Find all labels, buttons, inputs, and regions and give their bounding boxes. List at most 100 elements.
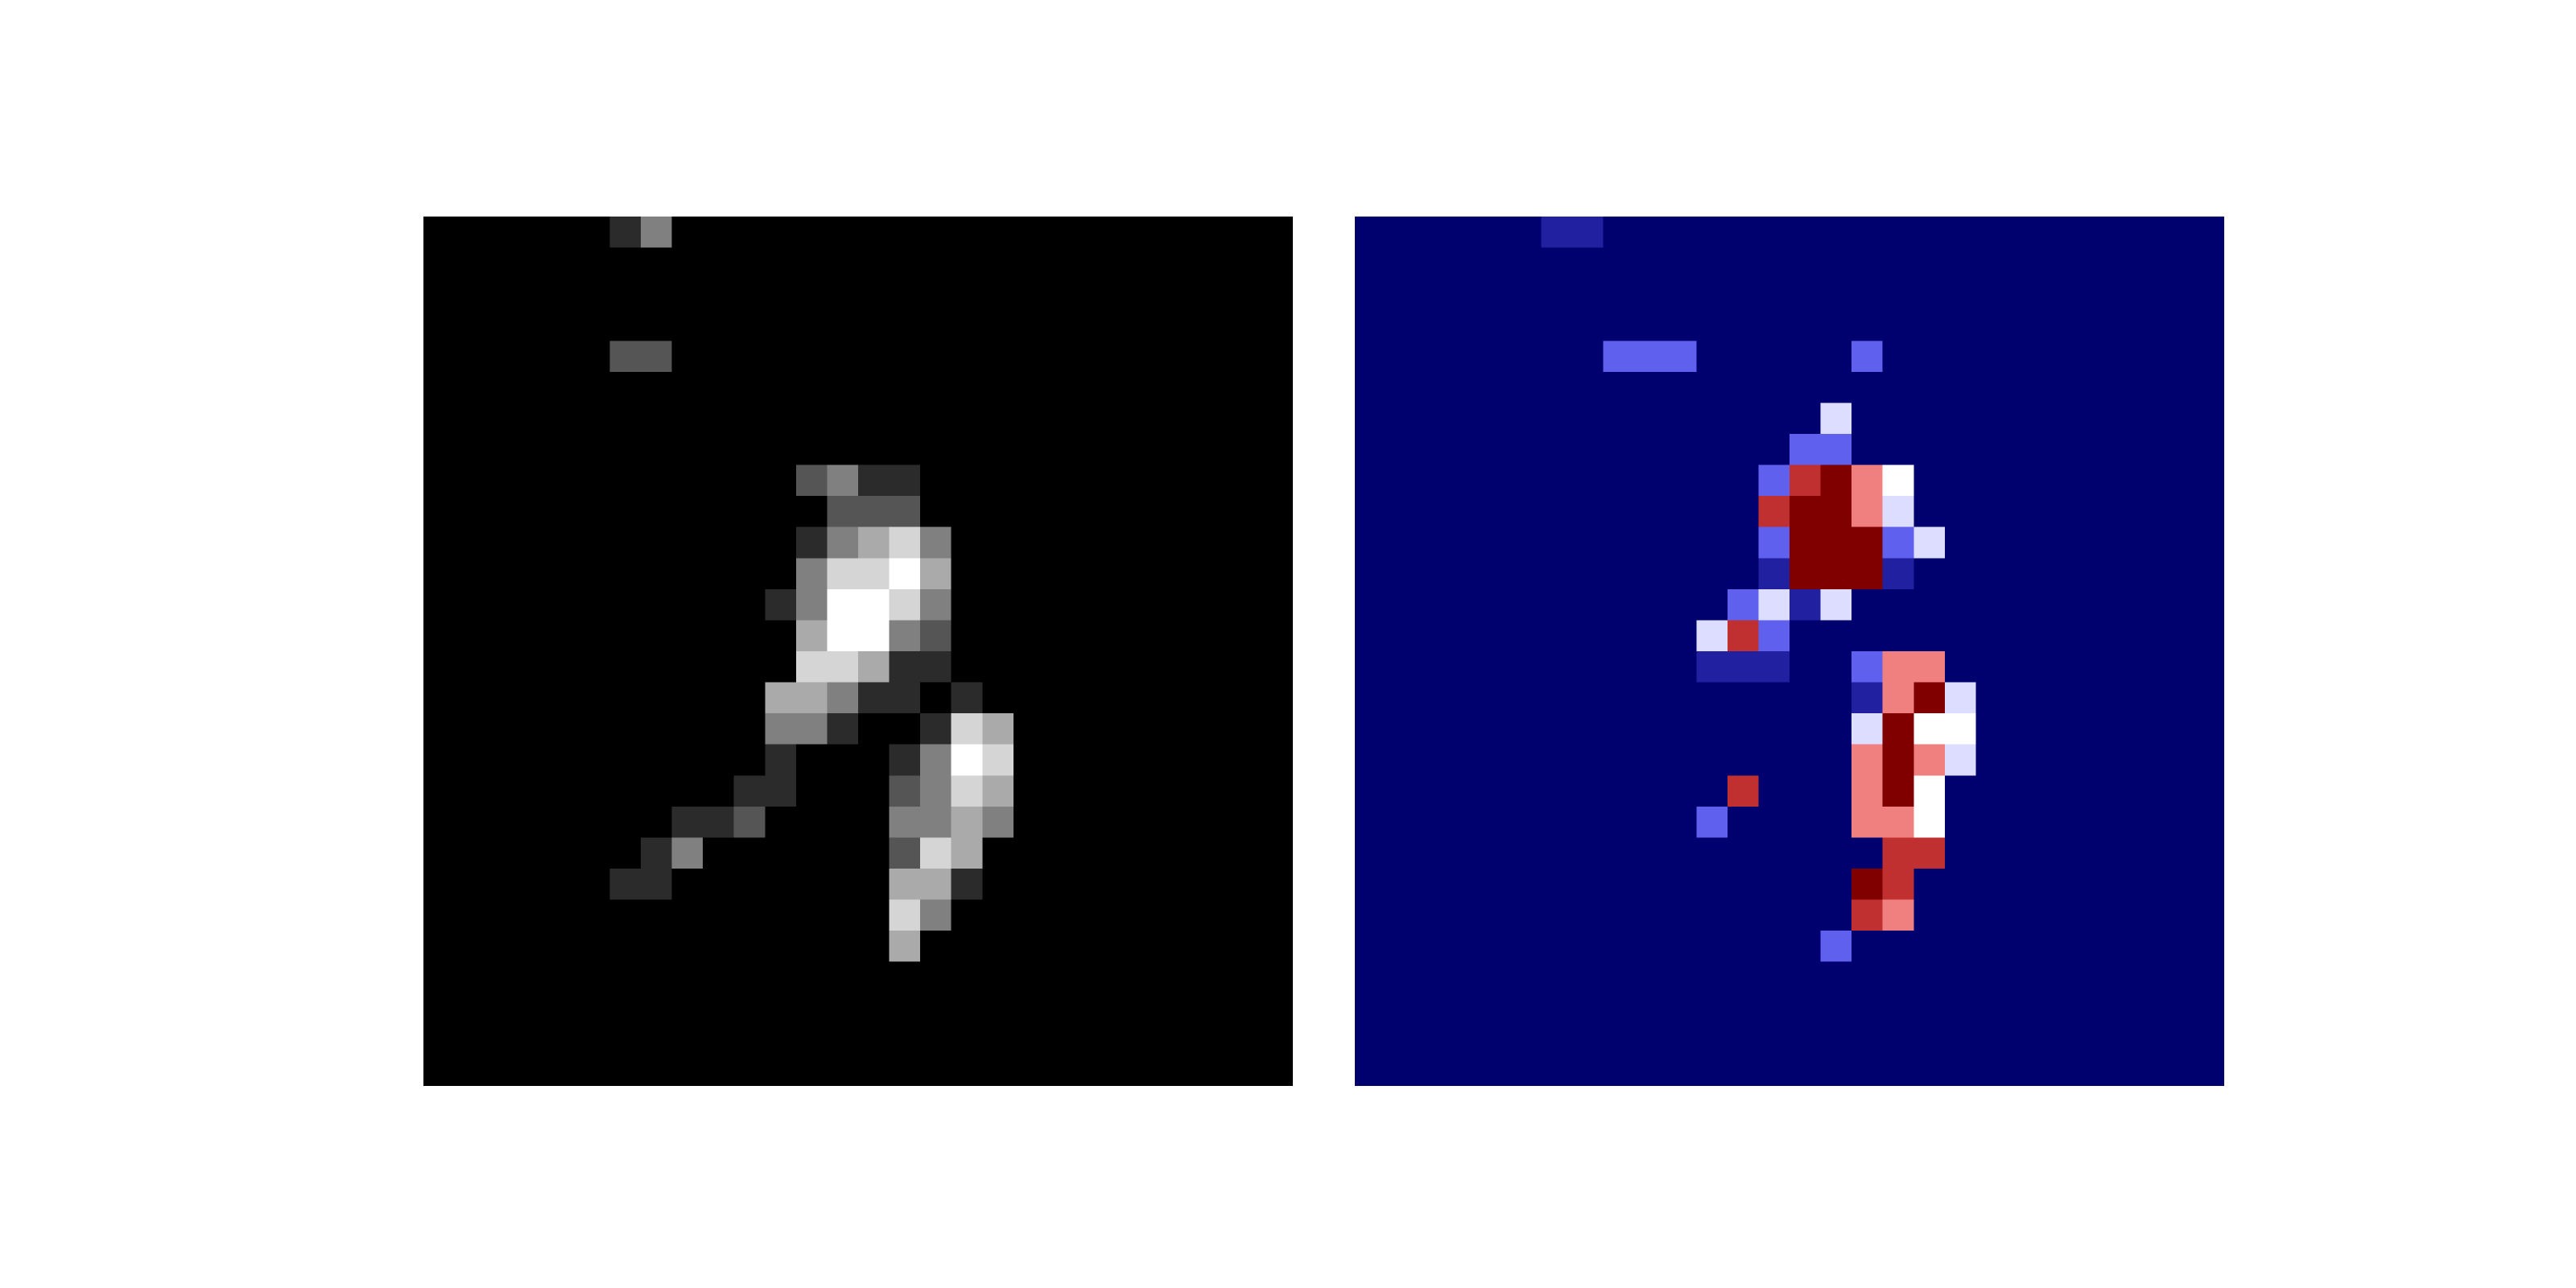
grayscale-pixel-grid xyxy=(423,217,1293,1086)
pixel-cell xyxy=(1509,309,1542,342)
pixel-cell xyxy=(1852,682,1884,714)
pixel-cell xyxy=(1975,744,2008,777)
pixel-cell xyxy=(1013,309,1046,342)
pixel-cell xyxy=(1137,806,1170,839)
pixel-cell xyxy=(858,217,890,249)
pixel-cell xyxy=(1603,526,1635,559)
pixel-cell xyxy=(578,869,611,901)
pixel-cell xyxy=(1572,1023,1604,1056)
pixel-cell xyxy=(1075,1023,1108,1056)
pixel-cell xyxy=(1913,869,1946,901)
pixel-cell xyxy=(578,1023,611,1056)
pixel-cell xyxy=(1634,434,1666,466)
pixel-cell xyxy=(1479,434,1511,466)
pixel-cell xyxy=(1572,526,1604,559)
pixel-cell xyxy=(920,1023,952,1056)
pixel-cell xyxy=(1137,713,1170,745)
pixel-cell xyxy=(1355,899,1387,931)
pixel-cell xyxy=(827,1023,859,1056)
pixel-cell xyxy=(671,651,704,683)
pixel-cell xyxy=(1385,1055,1418,1086)
pixel-cell xyxy=(1168,713,1201,745)
pixel-cell xyxy=(1634,651,1666,683)
pixel-cell xyxy=(1790,682,1822,714)
pixel-cell xyxy=(1696,1055,1728,1086)
pixel-cell xyxy=(858,744,890,777)
pixel-cell xyxy=(827,713,859,745)
pixel-cell xyxy=(2099,526,2132,559)
pixel-cell xyxy=(733,588,766,621)
pixel-cell xyxy=(2161,279,2194,311)
pixel-cell xyxy=(982,402,1014,435)
pixel-cell xyxy=(703,775,735,807)
pixel-cell xyxy=(1106,217,1138,249)
pixel-cell xyxy=(2007,558,2039,590)
pixel-cell xyxy=(1013,341,1046,373)
pixel-cell xyxy=(2069,371,2101,404)
pixel-cell xyxy=(951,496,984,528)
pixel-cell xyxy=(1572,837,1604,869)
pixel-cell xyxy=(703,558,735,590)
pixel-cell xyxy=(1758,682,1790,714)
pixel-cell xyxy=(2037,775,2070,807)
pixel-cell xyxy=(1355,651,1387,683)
pixel-cell xyxy=(1385,1023,1418,1056)
pixel-cell xyxy=(2099,682,2132,714)
pixel-cell xyxy=(1913,247,1946,279)
pixel-cell xyxy=(671,961,704,994)
pixel-cell xyxy=(671,402,704,435)
pixel-cell xyxy=(2007,899,2039,931)
pixel-cell xyxy=(641,837,673,869)
pixel-cell xyxy=(1820,837,1852,869)
pixel-cell xyxy=(1727,806,1760,839)
pixel-cell xyxy=(2193,434,2224,466)
pixel-cell xyxy=(2069,496,2101,528)
pixel-cell xyxy=(1975,434,2008,466)
pixel-cell xyxy=(1385,899,1418,931)
pixel-cell xyxy=(1230,837,1263,869)
pixel-cell xyxy=(609,371,642,404)
pixel-cell xyxy=(1044,371,1076,404)
pixel-cell xyxy=(547,371,580,404)
pixel-cell xyxy=(609,713,642,745)
pixel-cell xyxy=(2099,434,2132,466)
pixel-cell xyxy=(1355,434,1387,466)
pixel-cell xyxy=(1075,279,1108,311)
pixel-cell xyxy=(1603,837,1635,869)
pixel-cell xyxy=(1168,371,1201,404)
pixel-cell xyxy=(516,961,549,994)
pixel-cell xyxy=(1541,775,1573,807)
pixel-cell xyxy=(703,993,735,1025)
pixel-cell xyxy=(1852,309,1884,342)
pixel-cell xyxy=(1975,1055,2008,1086)
pixel-cell xyxy=(1541,1023,1573,1056)
pixel-cell xyxy=(516,309,549,342)
pixel-cell xyxy=(765,558,797,590)
pixel-cell xyxy=(795,371,828,404)
pixel-cell xyxy=(1603,620,1635,652)
pixel-cell xyxy=(2193,464,2224,497)
pixel-cell xyxy=(920,931,952,963)
pixel-cell xyxy=(2193,775,2224,807)
pixel-cell xyxy=(1230,341,1263,373)
pixel-cell xyxy=(1261,713,1293,745)
pixel-cell xyxy=(1447,651,1480,683)
pixel-cell xyxy=(1975,651,2008,683)
pixel-cell xyxy=(1541,651,1573,683)
pixel-cell xyxy=(1944,993,1977,1025)
pixel-cell xyxy=(795,1023,828,1056)
pixel-cell xyxy=(1447,309,1480,342)
pixel-cell xyxy=(547,837,580,869)
pixel-cell xyxy=(1013,713,1046,745)
pixel-cell xyxy=(423,713,456,745)
pixel-cell xyxy=(951,247,984,279)
pixel-cell xyxy=(1634,961,1666,994)
pixel-cell xyxy=(1230,806,1263,839)
pixel-cell xyxy=(1355,402,1387,435)
pixel-cell xyxy=(1355,620,1387,652)
pixel-cell xyxy=(858,247,890,279)
pixel-cell xyxy=(858,1023,890,1056)
pixel-cell xyxy=(1479,341,1511,373)
pixel-cell xyxy=(889,837,921,869)
pixel-cell xyxy=(578,620,611,652)
